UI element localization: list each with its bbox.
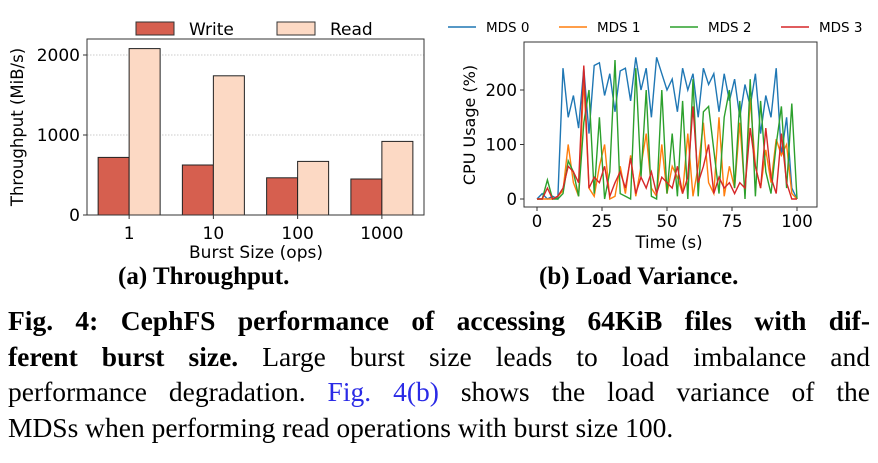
figure-reference-link[interactable]: Fig. 4(b)	[327, 376, 439, 407]
bar-ytick-label: 2000	[37, 46, 80, 66]
caption-title-end: ferent burst size.	[8, 340, 239, 372]
line-ylabel: CPU Usage (%)	[460, 65, 479, 185]
line-xtick-label: 75	[722, 212, 743, 231]
bar-xtick-label: 100	[281, 224, 313, 244]
bar-read-100	[297, 160, 330, 216]
line-xtick-label: 50	[657, 212, 678, 231]
bar-ytick-label: 1000	[37, 126, 80, 146]
caption-text: shows the load variance of the	[438, 376, 870, 407]
bar-plot-frame	[86, 38, 425, 216]
caption-text: MDSs when performing read operations wit…	[8, 411, 674, 443]
bar-read-10	[212, 75, 245, 216]
subcaption-a: (a) Throughput.	[118, 263, 290, 290]
figure-caption: Fig. 4: CephFS performance of accessing …	[8, 303, 870, 445]
line-xtick-label: 25	[592, 212, 613, 231]
series-line-mds-0	[536, 57, 798, 201]
line-ytick-label: 0	[507, 190, 518, 209]
legend-swatch-write	[135, 21, 175, 36]
bar-write-100	[266, 177, 299, 216]
line-xtick-label: 100	[781, 212, 813, 231]
bar-ylabel: Throughput (MiB/s)	[8, 48, 27, 207]
subcaption-b: (b) Load Variance.	[539, 263, 739, 290]
line-xlabel: Time (s)	[634, 233, 702, 252]
bar-read-1	[128, 48, 161, 216]
legend-swatch-read	[276, 21, 316, 36]
legend-label-mds-0: MDS 0	[486, 20, 530, 36]
line-ytick-label: 200	[486, 81, 518, 100]
legend-label-mds-3: MDS 3	[819, 20, 863, 36]
series-line-mds-3	[537, 65, 797, 200]
caption-title: Fig. 4: CephFS performance of accessing …	[8, 305, 870, 336]
bar-write-1000	[350, 178, 383, 216]
caption-text: performance degradation.	[8, 376, 328, 407]
bar-xtick-label: 1000	[360, 224, 403, 244]
bar-xtick-label: 10	[203, 224, 225, 244]
bar-xlabel: Burst Size (ops)	[189, 243, 323, 263]
legend-label-mds-1: MDS 1	[597, 20, 641, 36]
line-xtick-label: 0	[532, 212, 543, 231]
legend-label-read: Read	[330, 20, 373, 40]
caption-text: Large burst size leads to load imbalance…	[238, 340, 870, 372]
legend-label-mds-2: MDS 2	[708, 20, 752, 36]
cpu-line-chart: MDS 0 MDS 1 MDS 2 MDS 3 0 100 200 0 25 50 75 100 T…	[448, 20, 863, 252]
bar-ytick-label: 0	[69, 206, 80, 226]
legend-label-write: Write	[189, 20, 234, 40]
bar-read-1000	[381, 140, 414, 216]
throughput-bar-chart: Write Read 0 1000 2000 1 10 100 1000 Burst Size…	[8, 20, 425, 263]
line-ytick-label: 100	[486, 136, 518, 155]
bar-write-10	[181, 164, 214, 216]
bar-legend: Write Read	[135, 20, 373, 40]
bar-write-1	[97, 156, 130, 216]
bar-xtick-label: 1	[124, 224, 135, 244]
line-plot-frame	[523, 41, 818, 208]
line-legend: MDS 0 MDS 1 MDS 2 MDS 3	[448, 20, 863, 36]
